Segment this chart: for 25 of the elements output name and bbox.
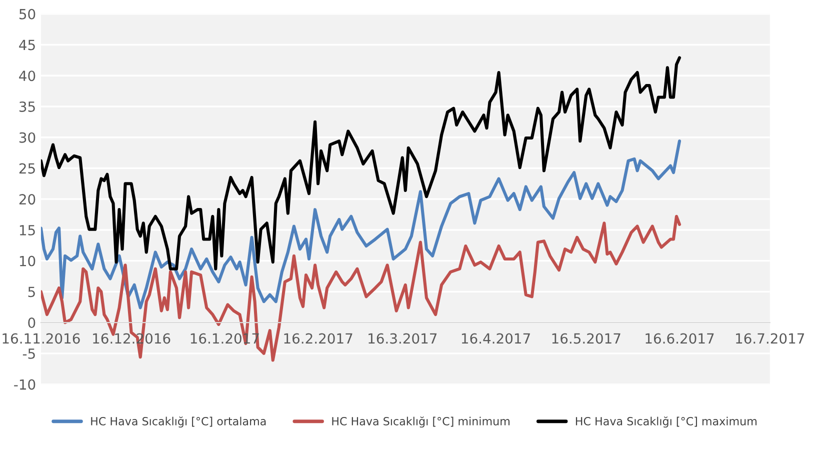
y-tick-label: 0 xyxy=(28,318,36,328)
y-tick-label: -5 xyxy=(22,348,35,359)
x-tick-label: 16.7.2017 xyxy=(736,333,804,344)
y-tick-label: 25 xyxy=(19,163,35,174)
y-tick-label: 30 xyxy=(19,132,36,143)
legend-label: HC Hava Sıcaklığı [°C] maximum xyxy=(576,416,756,428)
x-tick-label: 16.4.2017 xyxy=(462,333,530,344)
x-tick-label: 16.6.2017 xyxy=(646,333,714,344)
y-tick-label: 50 xyxy=(19,8,36,20)
y-tick-label: 5 xyxy=(28,286,35,298)
y-tick-label: -10 xyxy=(14,379,36,390)
y-tick-label: 20 xyxy=(19,194,36,205)
x-tick-label: 16.11.2016 xyxy=(2,333,80,344)
line-series xyxy=(40,56,682,270)
legend-label: HC Hava Sıcaklığı [°C] ortalama xyxy=(91,416,266,428)
line-series xyxy=(40,140,682,310)
x-tick-label: 16.3.2017 xyxy=(368,333,437,344)
x-tick-label: 16.2.2017 xyxy=(284,333,352,344)
x-tick-label: 16.5.2017 xyxy=(552,333,620,344)
y-tick-label: 45 xyxy=(19,40,35,50)
y-tick-label: 10 xyxy=(20,256,36,266)
y-tick-label: 15 xyxy=(20,225,35,236)
legend-label: HC Hava Sıcaklığı [°C] minimum xyxy=(332,416,510,428)
y-tick-label: 40 xyxy=(19,70,36,82)
y-tick-label: 35 xyxy=(19,101,35,112)
